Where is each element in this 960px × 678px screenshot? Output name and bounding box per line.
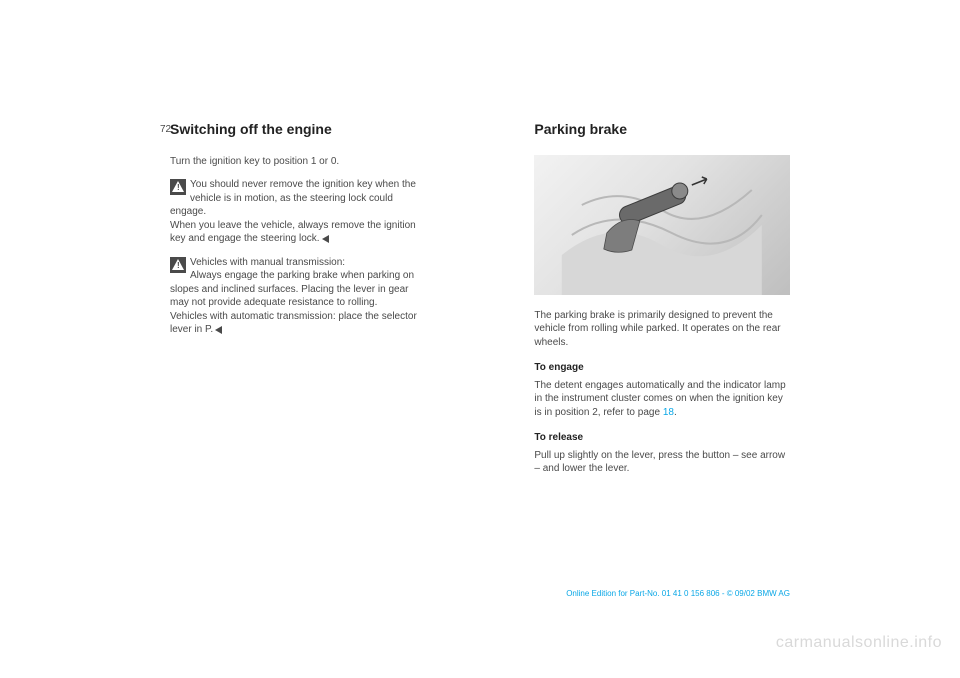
notice2-text: Vehicles with manual transmission: Alway…: [170, 257, 417, 336]
warning-icon: !: [170, 179, 186, 195]
to-engage-body: The detent engages automatically and the…: [534, 379, 790, 420]
to-engage-heading: To engage: [534, 361, 790, 375]
end-mark-icon: [322, 235, 329, 243]
watermark-text: carmanualsonline.info: [776, 634, 942, 652]
intro-text: Turn the ignition key to position 1 or 0…: [170, 155, 426, 169]
notice1-text: You should never remove the ignition key…: [170, 179, 416, 244]
column-gap: [474, 120, 487, 618]
to-release-heading: To release: [534, 431, 790, 445]
section-title-right: Parking brake: [534, 120, 790, 139]
page-number: 72: [160, 124, 171, 135]
engage-text-a: The detent engages automatically and the…: [534, 380, 785, 418]
warning-notice-1: ! You should never remove the ignition k…: [170, 178, 426, 246]
parking-brake-body: The parking brake is primarily designed …: [534, 309, 790, 350]
parking-brake-svg: [534, 155, 790, 295]
page-link-18[interactable]: 18: [663, 407, 674, 418]
engage-text-b: .: [674, 407, 677, 418]
footer-text: Online Edition for Part-No. 01 41 0 156 …: [566, 589, 790, 598]
manual-page: 72 Switching off the engine Turn the ign…: [0, 0, 960, 678]
parking-brake-figure: [534, 155, 790, 295]
to-release-body: Pull up slightly on the lever, press the…: [534, 449, 790, 476]
warning-notice-2: ! Vehicles with manual transmission: Alw…: [170, 256, 426, 337]
end-mark-icon: [215, 326, 222, 334]
left-column: Switching off the engine Turn the igniti…: [170, 120, 426, 618]
warning-icon: !: [170, 257, 186, 273]
right-column: Parking brake The parking brake is prima…: [534, 120, 790, 618]
section-title-left: Switching off the engine: [170, 120, 426, 139]
